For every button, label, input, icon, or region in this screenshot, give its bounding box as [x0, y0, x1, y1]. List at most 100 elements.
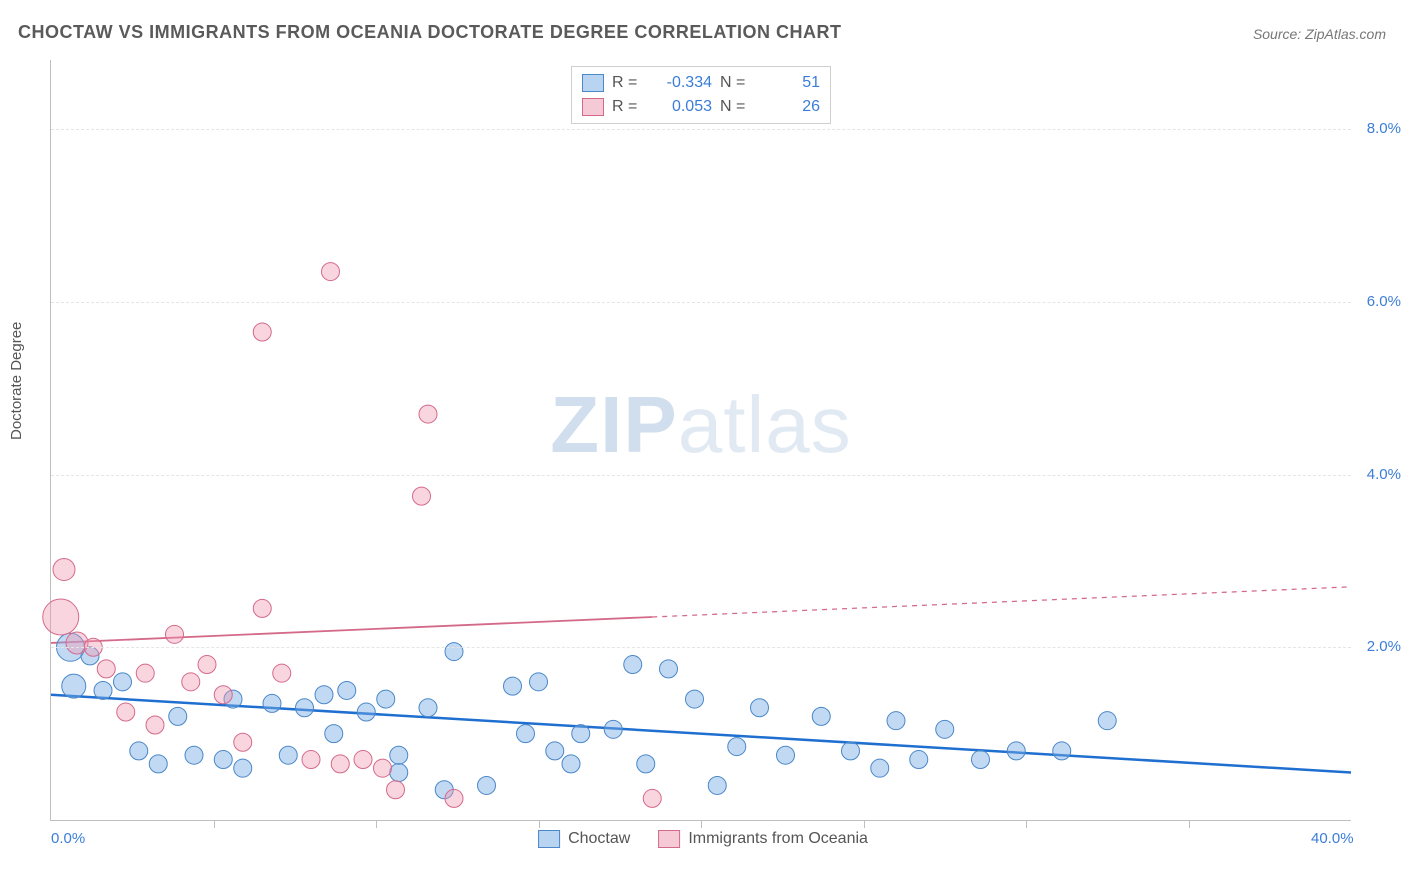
gridline: [51, 647, 1351, 648]
data-point: [572, 725, 590, 743]
data-point: [97, 660, 115, 678]
r-value-1: 0.053: [652, 98, 712, 116]
data-point: [643, 789, 661, 807]
data-point: [936, 720, 954, 738]
y-tick-label: 8.0%: [1367, 120, 1401, 137]
data-point: [562, 755, 580, 773]
swatch-oceania: [658, 830, 680, 848]
data-point: [198, 656, 216, 674]
data-point: [1098, 712, 1116, 730]
gridline: [51, 129, 1351, 130]
legend-row-1: R = 0.053 N = 26: [582, 95, 820, 119]
data-point: [146, 716, 164, 734]
trendline-solid: [51, 617, 652, 643]
data-point: [390, 764, 408, 782]
legend-item-choctaw: Choctaw: [538, 830, 630, 848]
data-point: [1053, 742, 1071, 760]
chart-svg: [51, 60, 1351, 820]
swatch-choctaw: [582, 74, 604, 92]
legend-row-0: R = -0.334 N = 51: [582, 71, 820, 95]
data-point: [354, 751, 372, 769]
data-point: [419, 699, 437, 717]
n-label: N =: [720, 98, 752, 116]
data-point: [315, 686, 333, 704]
data-point: [546, 742, 564, 760]
source-label: Source: ZipAtlas.com: [1253, 26, 1386, 42]
data-point: [273, 664, 291, 682]
x-tick: [539, 820, 540, 828]
legend-label-1: Immigrants from Oceania: [688, 830, 868, 848]
n-label: N =: [720, 74, 752, 92]
data-point: [374, 759, 392, 777]
data-point: [624, 656, 642, 674]
data-point: [149, 755, 167, 773]
data-point: [812, 707, 830, 725]
data-point: [185, 746, 203, 764]
y-tick-label: 2.0%: [1367, 638, 1401, 655]
data-point: [234, 759, 252, 777]
data-point: [325, 725, 343, 743]
n-value-1: 26: [760, 98, 820, 116]
x-tick: [214, 820, 215, 828]
x-tick: [1189, 820, 1190, 828]
x-tick: [1026, 820, 1027, 828]
data-point: [338, 681, 356, 699]
data-point: [478, 776, 496, 794]
data-point: [302, 751, 320, 769]
data-point: [871, 759, 889, 777]
chart-title: CHOCTAW VS IMMIGRANTS FROM OCEANIA DOCTO…: [18, 22, 842, 43]
gridline: [51, 475, 1351, 476]
r-value-0: -0.334: [652, 74, 712, 92]
data-point: [530, 673, 548, 691]
legend-label-0: Choctaw: [568, 830, 630, 848]
data-point: [166, 625, 184, 643]
x-tick-label: 40.0%: [1311, 830, 1354, 847]
data-point: [517, 725, 535, 743]
data-point: [182, 673, 200, 691]
data-point: [504, 677, 522, 695]
data-point: [322, 263, 340, 281]
x-tick: [864, 820, 865, 828]
n-value-0: 51: [760, 74, 820, 92]
swatch-oceania: [582, 98, 604, 116]
data-point: [686, 690, 704, 708]
data-point: [728, 738, 746, 756]
data-point: [234, 733, 252, 751]
data-point: [387, 781, 405, 799]
data-point: [419, 405, 437, 423]
data-point: [117, 703, 135, 721]
data-point: [253, 599, 271, 617]
data-point: [751, 699, 769, 717]
data-point: [887, 712, 905, 730]
plot-area: ZIPatlas R = -0.334 N = 51 R = 0.053 N =…: [50, 60, 1351, 821]
y-tick-label: 6.0%: [1367, 293, 1401, 310]
data-point: [214, 751, 232, 769]
data-point: [62, 674, 86, 698]
gridline: [51, 302, 1351, 303]
data-point: [53, 559, 75, 581]
data-point: [114, 673, 132, 691]
data-point: [214, 686, 232, 704]
x-tick: [701, 820, 702, 828]
data-point: [263, 694, 281, 712]
data-point: [660, 660, 678, 678]
data-point: [637, 755, 655, 773]
data-point: [253, 323, 271, 341]
data-point: [94, 681, 112, 699]
data-point: [777, 746, 795, 764]
r-label: R =: [612, 74, 644, 92]
data-point: [390, 746, 408, 764]
data-point: [136, 664, 154, 682]
data-point: [842, 742, 860, 760]
x-tick-label: 0.0%: [51, 830, 85, 847]
data-point: [331, 755, 349, 773]
data-point: [279, 746, 297, 764]
data-point: [445, 643, 463, 661]
y-axis-label: Doctorate Degree: [8, 322, 25, 440]
series-legend: Choctaw Immigrants from Oceania: [538, 830, 868, 848]
x-tick: [376, 820, 377, 828]
swatch-choctaw: [538, 830, 560, 848]
data-point: [296, 699, 314, 717]
trendline-dashed: [652, 587, 1351, 617]
data-point: [910, 751, 928, 769]
